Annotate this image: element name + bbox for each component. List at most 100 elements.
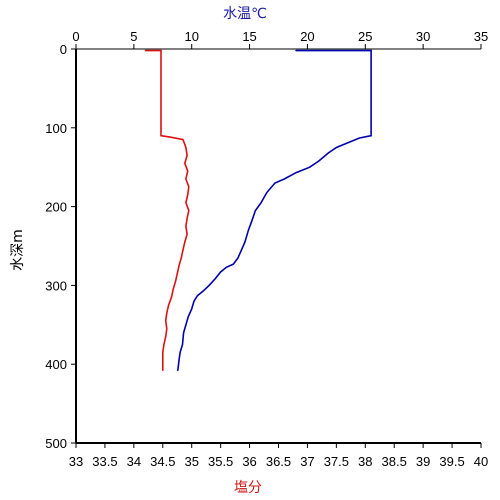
bottom-tick-label: 37 bbox=[300, 454, 314, 469]
left-axis-title: 水深m bbox=[10, 229, 26, 271]
salinity-point bbox=[188, 186, 190, 188]
bottom-tick-label: 36.5 bbox=[266, 454, 291, 469]
temperature-point bbox=[202, 290, 204, 292]
salinity-point bbox=[144, 49, 147, 52]
salinity-point bbox=[170, 136, 173, 138]
left-tick-label: 0 bbox=[60, 42, 67, 57]
temperature-point bbox=[232, 263, 234, 265]
temperature-point bbox=[251, 220, 253, 222]
bottom-tick-label: 35.5 bbox=[208, 454, 233, 469]
bottom-tick-label: 33 bbox=[69, 454, 83, 469]
top-tick-label: 35 bbox=[474, 29, 488, 44]
bottom-axis-title: 塩分 bbox=[234, 480, 262, 496]
temperature-point bbox=[274, 182, 276, 184]
temperature-point bbox=[208, 284, 210, 286]
temperature-point bbox=[318, 160, 320, 162]
salinity-point bbox=[165, 320, 167, 322]
bottom-tick-label: 37.5 bbox=[324, 454, 349, 469]
salinity-point bbox=[160, 111, 162, 113]
temperature-point bbox=[196, 295, 199, 297]
temperature-point bbox=[225, 266, 228, 268]
salinity-point bbox=[162, 359, 164, 361]
salinity-point bbox=[165, 336, 167, 338]
salinity-point bbox=[160, 135, 162, 137]
temperature-point bbox=[183, 332, 185, 334]
temperature-point bbox=[191, 308, 193, 310]
plot-area bbox=[76, 49, 481, 443]
salinity-point bbox=[188, 209, 190, 212]
salinity-point bbox=[162, 369, 164, 372]
left-tick-label: 200 bbox=[45, 200, 67, 215]
salinity-point bbox=[166, 312, 168, 314]
salinity-point bbox=[162, 351, 164, 353]
salinity-point bbox=[187, 194, 189, 196]
temperature-point bbox=[214, 278, 216, 280]
temperature-point bbox=[181, 343, 184, 346]
salinity-point bbox=[186, 233, 188, 235]
temperature-point bbox=[327, 152, 329, 154]
temperature-point bbox=[295, 49, 297, 52]
top-tick-label: 0 bbox=[72, 29, 79, 44]
salinity-point bbox=[178, 265, 180, 267]
temperature-point bbox=[370, 135, 372, 137]
temperature-point bbox=[240, 249, 243, 251]
salinity-point bbox=[176, 272, 178, 275]
salinity-point bbox=[167, 304, 170, 306]
temperature-point bbox=[237, 257, 239, 259]
salinity-point bbox=[166, 328, 168, 330]
bottom-tick-label: 38 bbox=[358, 454, 372, 469]
temperature-point bbox=[185, 324, 187, 326]
temperature-point bbox=[266, 191, 268, 194]
top-axis-title: 水温℃ bbox=[223, 6, 267, 22]
salinity-point bbox=[185, 202, 187, 204]
temperature-point bbox=[358, 137, 361, 139]
temperature-point bbox=[260, 202, 262, 204]
top-tick-label: 15 bbox=[242, 29, 256, 44]
temperature-point bbox=[335, 146, 337, 149]
bottom-tick-label: 36 bbox=[242, 454, 256, 469]
temperature-point bbox=[178, 359, 180, 361]
top-tick-label: 25 bbox=[358, 29, 372, 44]
left-tick-label: 100 bbox=[45, 121, 67, 136]
salinity-point bbox=[185, 225, 187, 227]
salinity-point bbox=[160, 49, 162, 52]
salinity-point bbox=[187, 170, 189, 172]
salinity-point bbox=[186, 154, 188, 156]
salinity-point bbox=[184, 162, 186, 164]
temperature-point bbox=[347, 142, 349, 144]
temperature-point bbox=[254, 209, 256, 212]
salinity-point bbox=[186, 217, 188, 220]
salinity-point bbox=[185, 178, 187, 180]
bottom-tick-label: 39.5 bbox=[439, 454, 464, 469]
salinity-point bbox=[185, 146, 187, 149]
salinity-point bbox=[172, 288, 174, 290]
top-tick-label: 20 bbox=[300, 29, 314, 44]
temperature-point bbox=[179, 351, 181, 353]
salinity-point bbox=[170, 296, 173, 298]
salinity-point bbox=[174, 280, 177, 283]
salinity-series bbox=[144, 49, 190, 372]
temperature-point bbox=[220, 271, 222, 273]
salinity-point bbox=[182, 249, 184, 251]
top-tick-label: 5 bbox=[130, 29, 137, 44]
bottom-tick-label: 40 bbox=[474, 454, 488, 469]
salinity-point bbox=[163, 343, 165, 346]
top-tick-label: 10 bbox=[184, 29, 198, 44]
temperature-point bbox=[187, 316, 189, 318]
salinity-point bbox=[184, 241, 186, 243]
bottom-tick-label: 35 bbox=[184, 454, 198, 469]
temperature-point bbox=[193, 300, 195, 302]
temperature-point bbox=[309, 166, 311, 168]
left-tick-label: 300 bbox=[45, 278, 67, 293]
temperature-series bbox=[177, 49, 372, 372]
top-tick-label: 30 bbox=[416, 29, 430, 44]
bottom-tick-label: 34 bbox=[127, 454, 141, 469]
bottom-tick-label: 34.5 bbox=[150, 454, 175, 469]
temperature-point bbox=[295, 172, 297, 174]
salinity-point bbox=[182, 139, 184, 141]
bottom-tick-label: 38.5 bbox=[382, 454, 407, 469]
temperature-point bbox=[244, 241, 246, 243]
salinity-point bbox=[180, 257, 182, 259]
bottom-tick-label: 33.5 bbox=[92, 454, 117, 469]
